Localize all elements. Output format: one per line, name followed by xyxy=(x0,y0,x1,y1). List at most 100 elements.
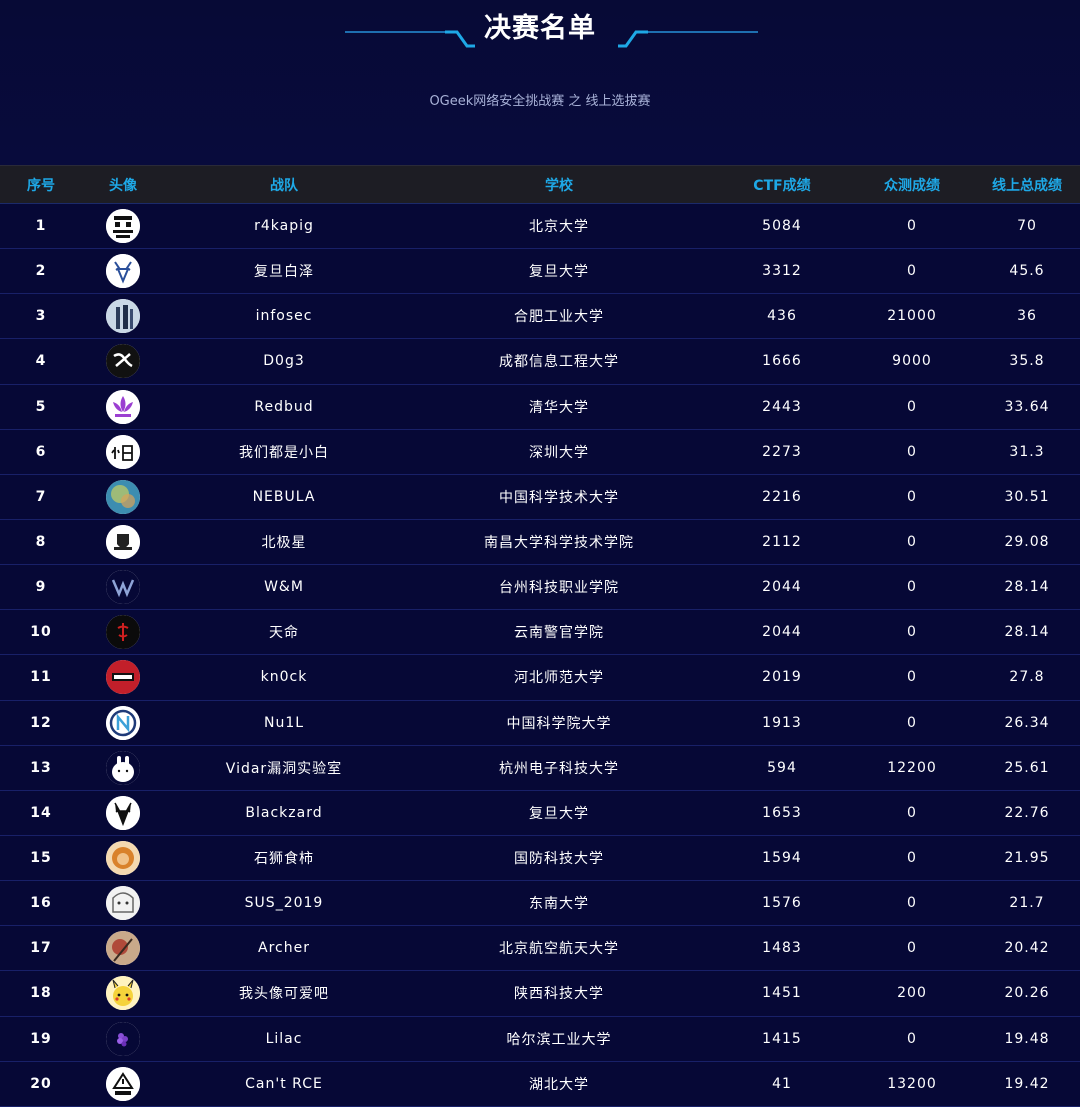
team-name-cell: D0g3 xyxy=(164,338,404,385)
crowd-score-cell: 0 xyxy=(850,654,974,701)
total-score-cell: 25.61 xyxy=(974,745,1080,791)
table-row: 19 Lilac 哈尔滨工业大学 1415 0 19.48 xyxy=(0,1016,1080,1062)
total-score-cell: 21.7 xyxy=(974,880,1080,927)
team-name-cell: 北极星 xyxy=(164,519,404,566)
column-header-crowd-score: 众测成绩 xyxy=(850,165,974,204)
total-score-cell: 27.8 xyxy=(974,654,1080,701)
ctf-score-cell: 2044 xyxy=(714,564,850,611)
crowd-score-cell: 0 xyxy=(850,248,974,295)
team-name-cell: Redbud xyxy=(164,384,404,430)
avatar-cell xyxy=(82,564,164,611)
school-cell: 云南警官学院 xyxy=(404,609,714,656)
table-row: 1 r4kapig 北京大学 5084 0 70 xyxy=(0,203,1080,250)
school-cell: 中国科学院大学 xyxy=(404,700,714,746)
team-name-cell: 我们都是小白 xyxy=(164,429,404,475)
ctf-score-cell: 2273 xyxy=(714,429,850,475)
crowd-score-cell: 0 xyxy=(850,564,974,611)
total-score-cell: 30.51 xyxy=(974,474,1080,520)
ctf-score-cell: 1666 xyxy=(714,338,850,385)
total-score-cell: 31.3 xyxy=(974,429,1080,475)
school-cell: 湖北大学 xyxy=(404,1061,714,1107)
blue-deer-icon xyxy=(106,254,140,289)
total-score-cell: 29.08 xyxy=(974,519,1080,566)
bunny-icon xyxy=(106,750,140,785)
team-name-cell: infosec xyxy=(164,293,404,340)
crowd-score-cell: 0 xyxy=(850,790,974,836)
team-name-cell: 复旦白泽 xyxy=(164,248,404,295)
table-row: 8 北极星 南昌大学科学技术学院 2112 0 29.08 xyxy=(0,519,1080,566)
ctf-score-cell: 3312 xyxy=(714,248,850,295)
archer-icon xyxy=(106,931,140,966)
table-row: 3 infosec 合肥工业大学 436 21000 36 xyxy=(0,293,1080,340)
rank-cell: 12 xyxy=(0,700,82,746)
pikachu-icon xyxy=(106,976,140,1011)
nebula-icon xyxy=(106,479,140,514)
total-score-cell: 70 xyxy=(974,203,1080,250)
school-cell: 南昌大学科学技术学院 xyxy=(404,519,714,566)
ctf-score-cell: 2044 xyxy=(714,609,850,656)
avatar-cell xyxy=(82,1061,164,1107)
team-name-cell: W&M xyxy=(164,564,404,611)
rank-cell: 9 xyxy=(0,564,82,611)
rank-cell: 16 xyxy=(0,880,82,927)
team-name-cell: Blackzard xyxy=(164,790,404,836)
total-score-cell: 33.64 xyxy=(974,384,1080,430)
ctf-score-cell: 1576 xyxy=(714,880,850,927)
school-cell: 复旦大学 xyxy=(404,790,714,836)
team-name-cell: NEBULA xyxy=(164,474,404,520)
rank-cell: 3 xyxy=(0,293,82,340)
avatar-cell xyxy=(82,880,164,927)
total-score-cell: 21.95 xyxy=(974,835,1080,882)
crowd-score-cell: 21000 xyxy=(850,293,974,340)
crowd-score-cell: 0 xyxy=(850,203,974,250)
wm-logo-icon xyxy=(106,570,140,605)
team-name-cell: 我头像可爱吧 xyxy=(164,970,404,1017)
shield-icon xyxy=(106,525,140,560)
team-name-cell: Vidar漏洞实验室 xyxy=(164,745,404,791)
avatar-cell xyxy=(82,654,164,701)
column-header-rank: 序号 xyxy=(0,165,82,204)
avatar-cell xyxy=(82,248,164,295)
column-header-avatar: 头像 xyxy=(82,165,164,204)
table-row: 13 Vidar漏洞实验室 杭州电子科技大学 594 12200 25.61 xyxy=(0,745,1080,791)
total-score-cell: 22.76 xyxy=(974,790,1080,836)
school-cell: 陕西科技大学 xyxy=(404,970,714,1017)
crowd-score-cell: 13200 xyxy=(850,1061,974,1107)
table-row: 9 W&M 台州科技职业学院 2044 0 28.14 xyxy=(0,564,1080,611)
school-cell: 中国科学技术大学 xyxy=(404,474,714,520)
school-cell: 成都信息工程大学 xyxy=(404,338,714,385)
lilac-flower-icon xyxy=(106,1021,140,1056)
table-row: 16 SUS_2019 东南大学 1576 0 21.7 xyxy=(0,880,1080,927)
school-cell: 杭州电子科技大学 xyxy=(404,745,714,791)
table-row: 20 Can't RCE 湖北大学 41 13200 19.42 xyxy=(0,1061,1080,1107)
team-name-cell: Archer xyxy=(164,925,404,972)
rank-cell: 8 xyxy=(0,519,82,566)
team-name-cell: Nu1L xyxy=(164,700,404,746)
table-row: 15 石狮食柿 国防科技大学 1594 0 21.95 xyxy=(0,835,1080,882)
ctf-score-cell: 41 xyxy=(714,1061,850,1107)
table-row: 5 Redbud 清华大学 2443 0 33.64 xyxy=(0,384,1080,430)
table-header-row: 序号 头像 战队 学校 CTF成绩 众测成绩 线上总成绩 xyxy=(0,165,1080,204)
school-cell: 北京航空航天大学 xyxy=(404,925,714,972)
avatar-cell xyxy=(82,609,164,656)
ctf-score-cell: 2019 xyxy=(714,654,850,701)
table-row: 4 D0g3 成都信息工程大学 1666 9000 35.8 xyxy=(0,338,1080,385)
ctf-score-cell: 1483 xyxy=(714,925,850,972)
avatar-cell xyxy=(82,745,164,791)
total-score-cell: 26.34 xyxy=(974,700,1080,746)
rank-cell: 5 xyxy=(0,384,82,430)
calligraphy-icon xyxy=(106,344,140,379)
table-row: 18 我头像可爱吧 陕西科技大学 1451 200 20.26 xyxy=(0,970,1080,1017)
red-mark-icon xyxy=(106,615,140,650)
crowd-score-cell: 0 xyxy=(850,700,974,746)
school-cell: 河北师范大学 xyxy=(404,654,714,701)
rce-triangle-icon xyxy=(106,1066,140,1101)
column-header-total-score: 线上总成绩 xyxy=(974,165,1080,204)
rank-cell: 14 xyxy=(0,790,82,836)
rank-cell: 20 xyxy=(0,1061,82,1107)
rank-cell: 7 xyxy=(0,474,82,520)
column-header-team: 战队 xyxy=(164,165,404,204)
crowd-score-cell: 9000 xyxy=(850,338,974,385)
crowd-score-cell: 200 xyxy=(850,970,974,1017)
avatar-cell xyxy=(82,925,164,972)
